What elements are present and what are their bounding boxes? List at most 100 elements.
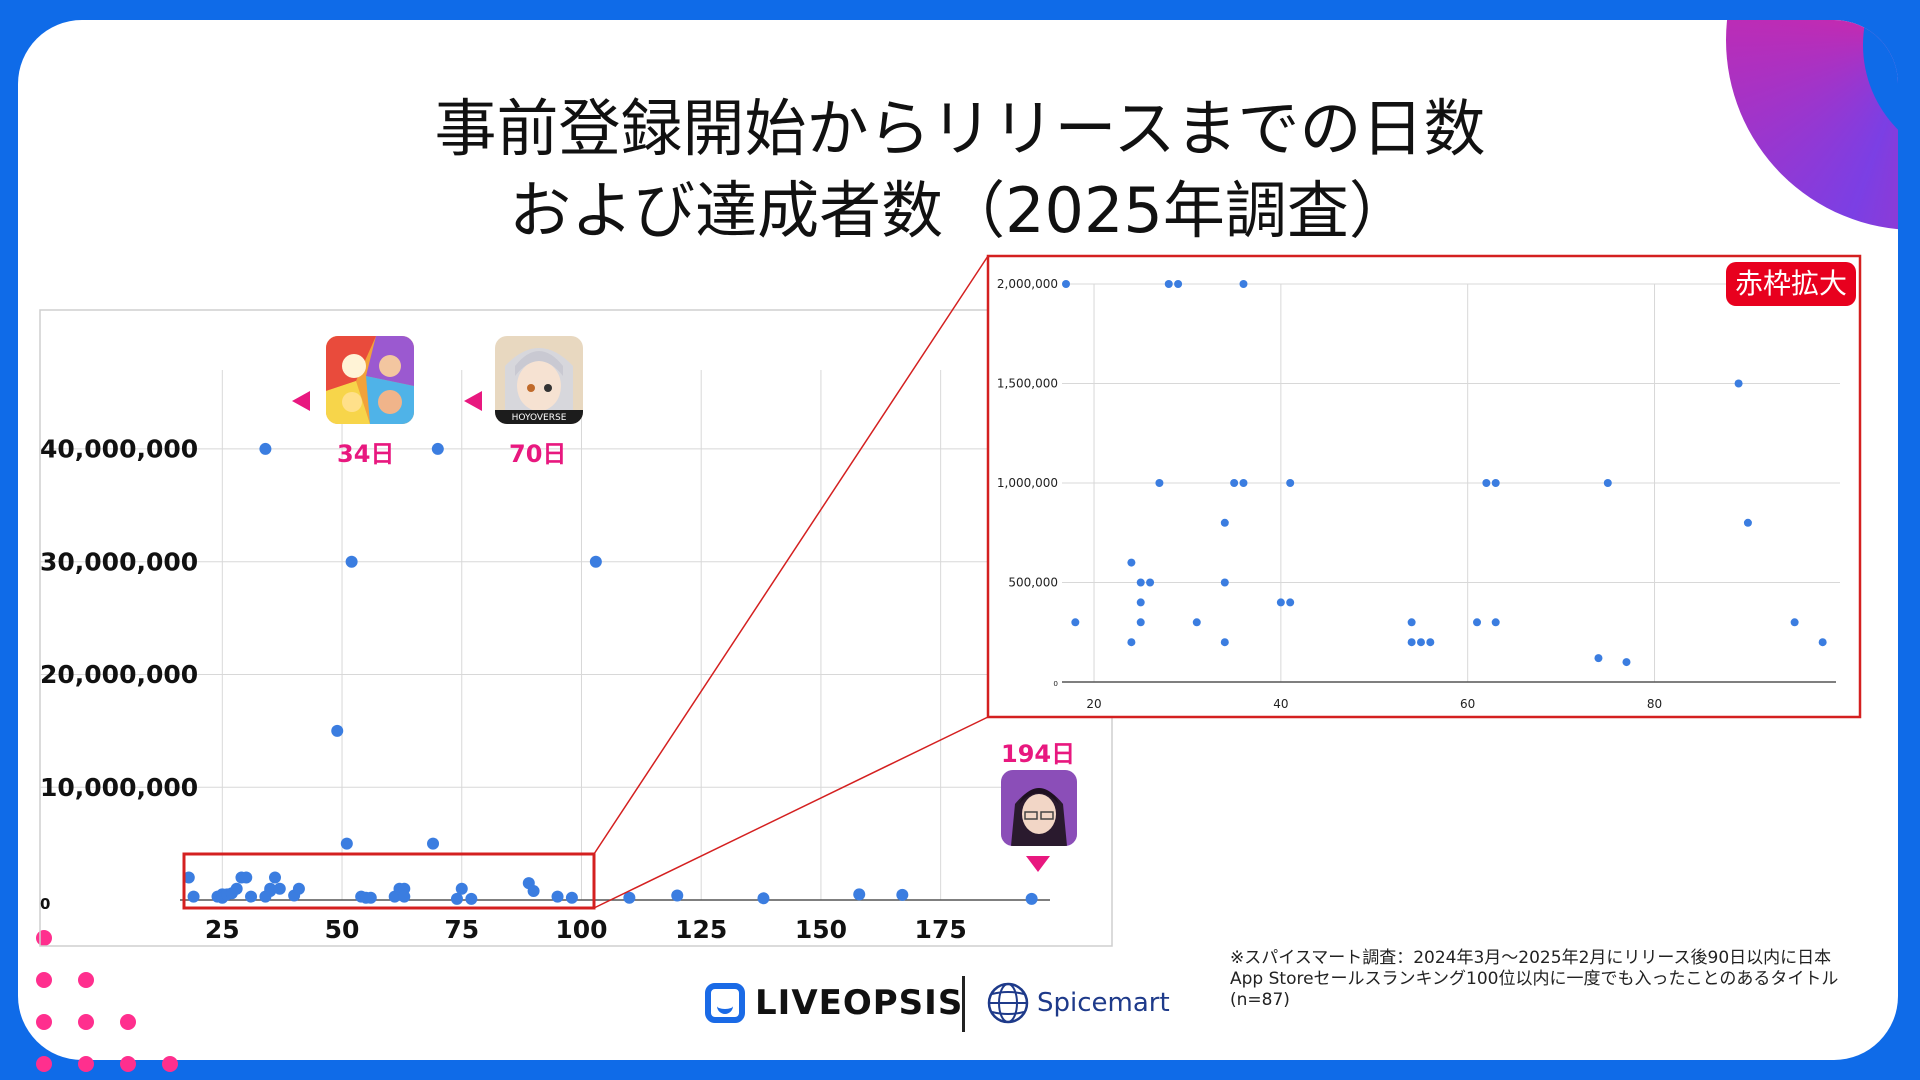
data-point	[465, 892, 478, 905]
data-point	[455, 882, 468, 895]
data-point	[1127, 638, 1136, 647]
data-point	[340, 837, 353, 850]
data-point	[1136, 618, 1145, 627]
y-tick-label: 0	[40, 895, 50, 913]
data-point	[1286, 598, 1295, 607]
x-tick-label: 20	[1086, 697, 1101, 711]
data-point	[1164, 280, 1173, 288]
y-tick-label: 20,000,000	[40, 660, 198, 689]
data-point	[1603, 479, 1612, 487]
y-tick-label: 1,500,000	[997, 377, 1058, 391]
data-point	[853, 888, 866, 901]
zoom-badge: 赤枠拡大	[1726, 262, 1856, 306]
data-point	[1407, 638, 1416, 647]
game-icon-hoyoverse-girl: HOYOVERSE	[495, 336, 583, 424]
marker-triangle-70	[464, 391, 482, 411]
data-point	[1220, 518, 1229, 527]
game-icon-cartoon-characters	[326, 336, 414, 424]
x-tick-label: 60	[1460, 697, 1475, 711]
data-point	[1146, 578, 1155, 587]
data-point	[1622, 658, 1631, 667]
data-point	[268, 871, 281, 884]
y-tick-label: 2,000,000	[997, 277, 1058, 291]
data-point	[1286, 479, 1295, 487]
annotation-label-70: 70日	[509, 440, 567, 468]
connector-line-top	[593, 255, 989, 855]
x-tick-label: 175	[915, 915, 967, 944]
data-point	[1220, 638, 1229, 647]
x-tick-label: 50	[325, 915, 360, 944]
liveopsis-mark-icon	[705, 983, 745, 1023]
data-point	[1174, 280, 1183, 288]
data-point	[1407, 618, 1416, 627]
data-point	[1818, 638, 1827, 647]
x-tick-label: 150	[795, 915, 847, 944]
data-point	[240, 871, 253, 884]
zoom-panel-frame	[986, 254, 1862, 719]
hoyoverse-text: HOYOVERSE	[512, 413, 567, 423]
x-tick-label: 100	[555, 915, 607, 944]
globe-icon	[987, 982, 1029, 1024]
data-point	[1239, 479, 1248, 487]
y-tick-label: 500,000	[1008, 576, 1058, 590]
highlight-frame	[182, 852, 596, 910]
data-point	[1220, 578, 1229, 587]
data-point	[1276, 598, 1285, 607]
logo-separator	[962, 976, 965, 1032]
y-tick-label: 10,000,000	[40, 773, 198, 802]
marker-triangle-194	[1026, 856, 1050, 872]
data-point	[273, 882, 286, 895]
data-point	[1743, 518, 1752, 527]
data-point	[364, 891, 377, 904]
data-point	[1062, 280, 1070, 288]
data-point	[259, 442, 272, 455]
spicemart-logo-text: Spicemart	[1037, 988, 1170, 1018]
liveopsis-logo: LIVEOPSIS	[705, 980, 963, 1026]
data-point	[1071, 618, 1080, 627]
data-point	[1136, 578, 1145, 587]
annotation-label-34: 34日	[337, 440, 395, 468]
data-point	[551, 890, 564, 903]
page-title: 事前登録開始からリリースまでの日数 および達成者数（2025年調査）	[0, 88, 1920, 252]
data-point	[1230, 479, 1239, 487]
data-point	[230, 882, 243, 895]
y-tick-label: 30,000,000	[40, 547, 198, 576]
x-tick-label: 40	[1273, 697, 1288, 711]
data-point	[671, 889, 684, 902]
x-tick-label: 25	[205, 915, 240, 944]
spicemart-logo: Spicemart	[985, 980, 1170, 1026]
data-point	[1136, 598, 1145, 607]
data-point	[245, 890, 258, 903]
footnote: ※スパイスマート調査：2024年3月〜2025年2月にリリース後90日以内に日本…	[1230, 948, 1839, 1010]
x-tick-label: 125	[675, 915, 727, 944]
data-point	[1790, 618, 1799, 627]
y-tick-label: 0	[1053, 679, 1058, 688]
data-point	[187, 890, 200, 903]
title-line-1: 事前登録開始からリリースまでの日数	[434, 92, 1486, 165]
data-point	[623, 891, 636, 904]
data-point	[896, 888, 909, 901]
data-point	[1192, 618, 1201, 627]
data-point	[1155, 479, 1164, 487]
data-point	[450, 892, 463, 905]
title-line-2: および達成者数（2025年調査）	[509, 174, 1411, 247]
data-point	[292, 882, 305, 895]
liveopsis-logo-text: LIVEOPSIS	[755, 983, 964, 1023]
data-point	[264, 882, 277, 895]
data-point	[398, 890, 411, 903]
game-icon-anime-man	[1001, 770, 1077, 846]
data-point	[182, 871, 195, 884]
data-point	[565, 891, 578, 904]
data-point	[1239, 280, 1248, 288]
x-tick-label: 75	[444, 915, 479, 944]
y-tick-label: 1,000,000	[997, 476, 1058, 490]
data-point	[1491, 479, 1500, 487]
data-point	[331, 724, 344, 737]
data-point	[1025, 892, 1038, 905]
x-tick-label: 80	[1647, 697, 1662, 711]
connector-line-bottom	[593, 716, 989, 909]
data-point	[1127, 558, 1136, 567]
data-point	[345, 555, 358, 568]
